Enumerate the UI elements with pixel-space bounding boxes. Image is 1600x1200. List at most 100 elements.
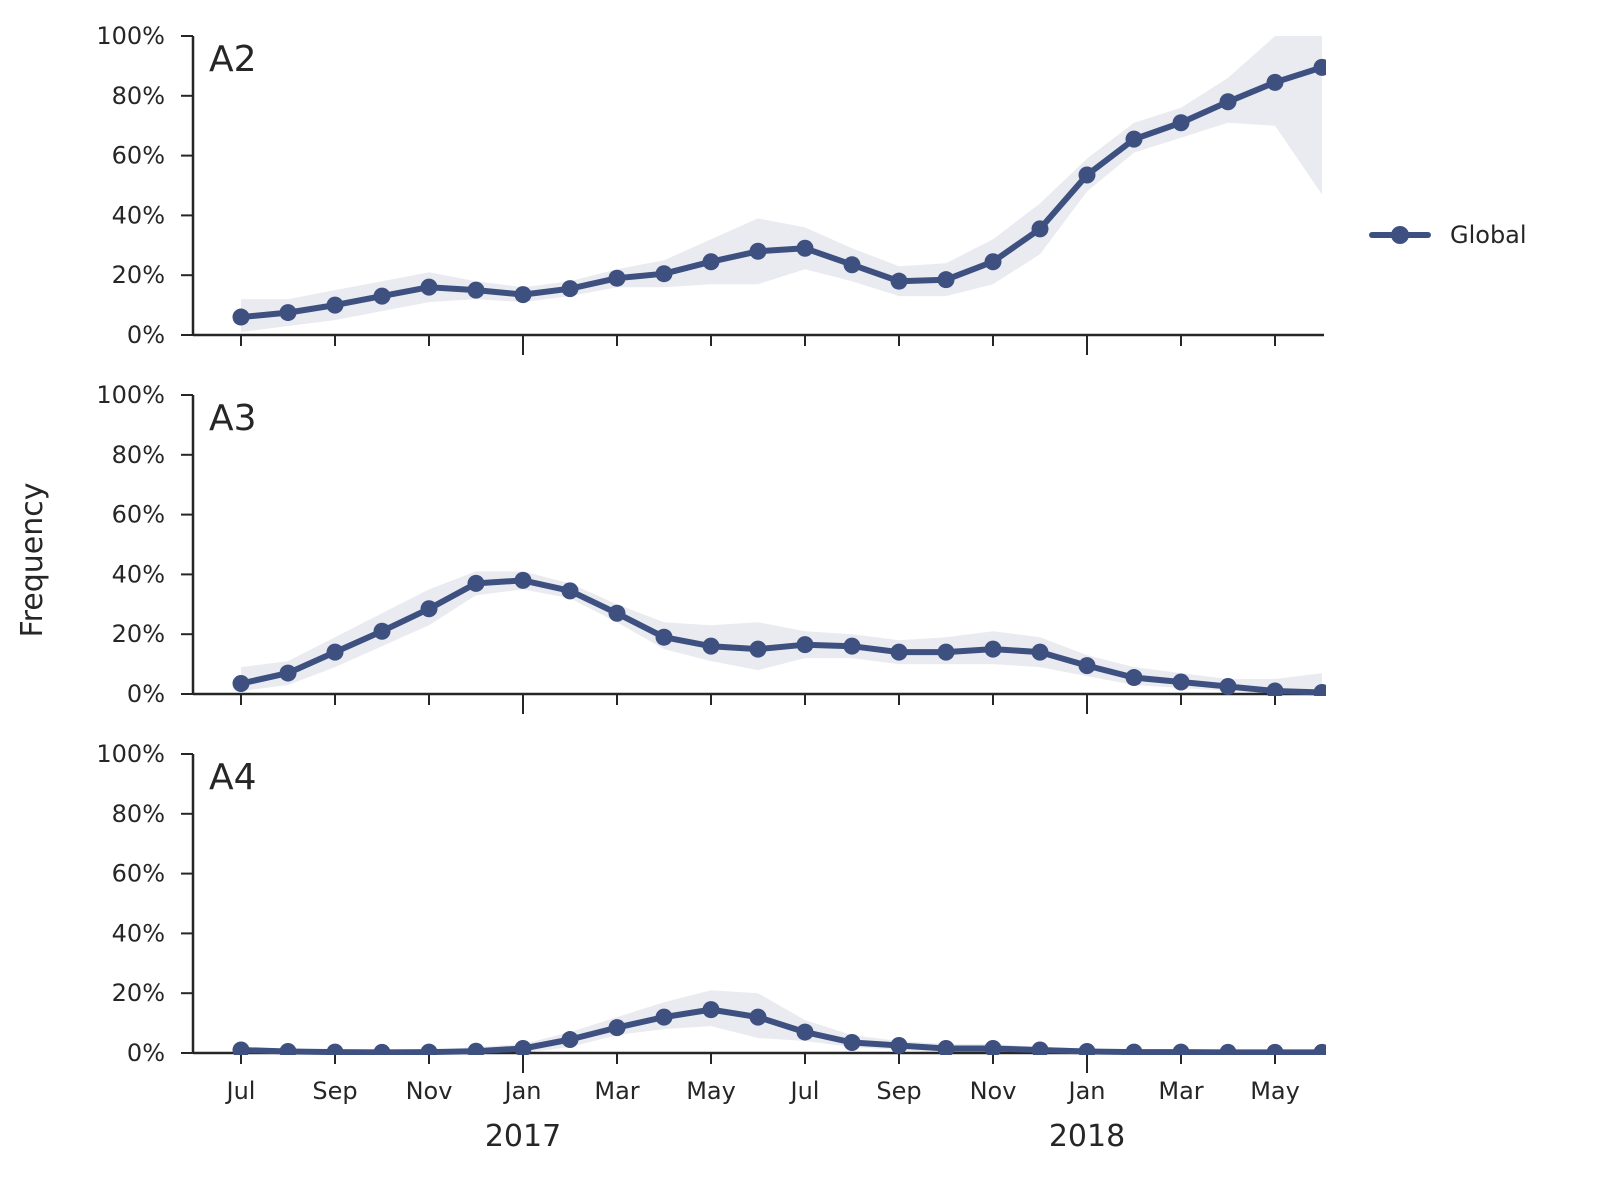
y-tick-label: 100%: [96, 740, 165, 768]
data-point: [843, 1034, 861, 1052]
data-point: [1266, 1043, 1284, 1055]
data-point: [890, 1037, 908, 1055]
data-point: [1266, 73, 1284, 91]
data-point: [843, 637, 861, 655]
data-point: [655, 628, 673, 646]
data-point: [279, 664, 297, 682]
y-tick-label: 80%: [112, 800, 165, 828]
data-point: [1172, 1043, 1190, 1055]
x-tick-label: Mar: [1158, 1077, 1203, 1105]
data-point: [1266, 682, 1284, 696]
panel-a4: 0% 20% 40% 60% 80% 100% A4: [96, 740, 1326, 1073]
data-point: [326, 1043, 344, 1055]
data-point: [1219, 1043, 1237, 1055]
data-point: [514, 571, 532, 589]
y-tick-label: 80%: [112, 441, 165, 469]
data-point: [655, 1008, 673, 1026]
data-point: [420, 600, 438, 618]
data-point: [420, 278, 438, 296]
data-point: [232, 1041, 250, 1055]
y-tick-label: 40%: [112, 919, 165, 947]
data-point: [608, 604, 626, 622]
y-tick-label: 40%: [112, 201, 165, 229]
data-point: [1078, 1043, 1096, 1055]
panel-label: A2: [209, 39, 257, 80]
x-tick-label: May: [1250, 1077, 1300, 1105]
confidence-band: [241, 571, 1322, 694]
data-point: [937, 1040, 955, 1055]
x-tick-label: Nov: [970, 1077, 1017, 1105]
data-point: [420, 1043, 438, 1055]
panel-label: A4: [209, 757, 257, 798]
x-tick-label: Sep: [876, 1077, 921, 1105]
data-point: [796, 636, 814, 654]
data-point: [749, 242, 767, 260]
data-point: [561, 280, 579, 298]
data-point: [373, 1043, 391, 1055]
x-tick-label: May: [686, 1077, 736, 1105]
data-point: [1125, 669, 1143, 687]
data-point: [1313, 684, 1326, 696]
data-point: [279, 304, 297, 322]
data-point: [749, 640, 767, 658]
data-point: [1031, 1041, 1049, 1055]
data-point: [279, 1043, 297, 1055]
y-tick-label: 80%: [112, 82, 165, 110]
data-point: [702, 637, 720, 655]
y-tick-label: 60%: [112, 501, 165, 529]
data-point: [702, 253, 720, 271]
data-point: [796, 239, 814, 257]
data-point: [937, 271, 955, 289]
y-tick-label: 100%: [96, 22, 165, 50]
y-tick-label: 100%: [96, 381, 165, 409]
legend-marker: [1391, 226, 1409, 244]
data-point: [1313, 1043, 1326, 1055]
data-point: [1313, 58, 1326, 76]
data-point: [232, 675, 250, 693]
data-point: [1125, 1043, 1143, 1055]
data-point: [1078, 166, 1096, 184]
data-point: [890, 272, 908, 290]
data-point: [984, 1040, 1002, 1055]
x-tick-label: Jul: [225, 1077, 256, 1105]
data-point: [514, 286, 532, 304]
data-point: [655, 265, 673, 283]
legend: Global: [1369, 221, 1527, 249]
data-point: [373, 287, 391, 305]
data-point: [702, 1001, 720, 1019]
y-axis-label: Frequency: [15, 483, 50, 638]
y-tick-label: 20%: [112, 620, 165, 648]
data-point: [984, 253, 1002, 271]
y-tick-label: 0%: [127, 1039, 165, 1067]
y-tick-label: 0%: [127, 321, 165, 349]
y-tick-label: 20%: [112, 979, 165, 1007]
x-tick-label: Jan: [1067, 1077, 1106, 1105]
data-point: [514, 1040, 532, 1055]
data-point: [1219, 678, 1237, 696]
data-point: [749, 1008, 767, 1026]
data-point: [232, 308, 250, 326]
data-point: [1125, 130, 1143, 148]
panels: 0% 20% 40% 60% 80% 100% A2 0% 20% 40% 60% 80% 100% A3…: [96, 22, 1326, 1073]
y-tick-label: 40%: [112, 560, 165, 588]
y-tick-label: 20%: [112, 261, 165, 289]
x-tick-label: Mar: [594, 1077, 639, 1105]
legend-label: Global: [1450, 221, 1527, 249]
data-point: [1031, 220, 1049, 238]
panel-a3: 0% 20% 40% 60% 80% 100% A3: [96, 381, 1326, 714]
data-point: [467, 574, 485, 592]
x-tick-label: Jan: [503, 1077, 542, 1105]
data-point: [1172, 114, 1190, 132]
data-point: [1172, 673, 1190, 691]
data-point: [373, 622, 391, 640]
data-point: [467, 281, 485, 299]
data-point: [1219, 93, 1237, 111]
y-tick-label: 60%: [112, 860, 165, 888]
data-point: [890, 643, 908, 661]
data-point: [608, 269, 626, 287]
panel-a2: 0% 20% 40% 60% 80% 100% A2: [96, 22, 1326, 355]
data-point: [843, 256, 861, 274]
panel-label: A3: [209, 398, 257, 439]
x-year-label: 2017: [485, 1119, 561, 1154]
